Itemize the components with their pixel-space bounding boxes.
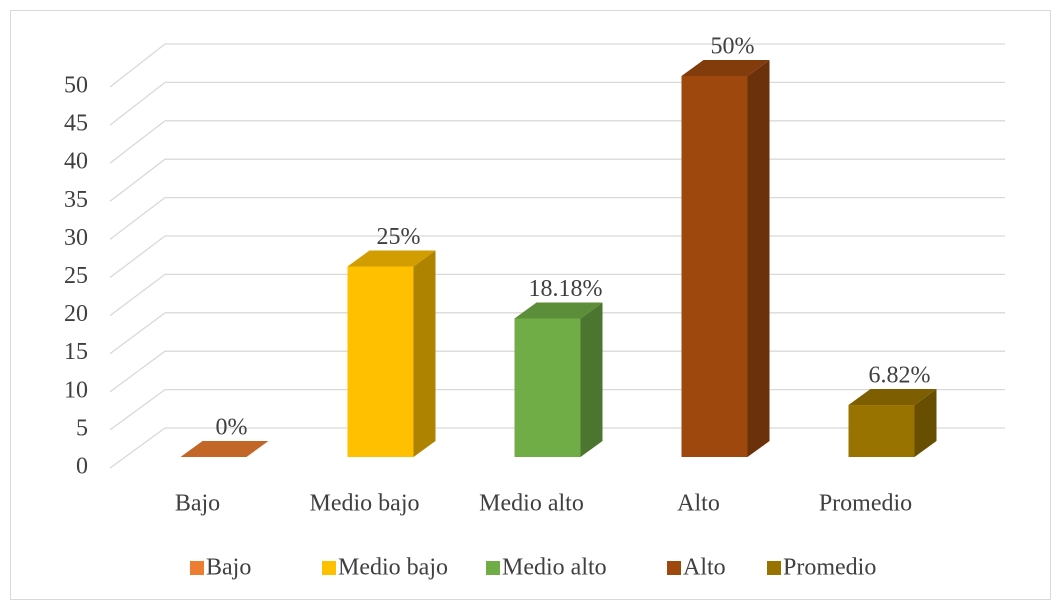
legend-swatch	[767, 561, 781, 575]
value-label: 50%	[711, 34, 755, 60]
bar-top	[180, 441, 269, 457]
x-tick-label: Alto	[677, 491, 720, 517]
x-tick-label: Medio alto	[479, 491, 584, 517]
y-tick-label: 15	[64, 339, 88, 365]
y-tick-label: 30	[64, 225, 88, 251]
chart-border	[10, 10, 1051, 600]
y-tick-label: 5	[76, 415, 88, 441]
bar	[514, 318, 581, 457]
bar-side	[413, 250, 436, 457]
legend-label: Promedio	[783, 555, 876, 581]
bar-side	[747, 60, 770, 457]
bar-top	[514, 302, 603, 319]
y-tick-label: 40	[64, 149, 88, 175]
grid-line-side	[109, 427, 166, 469]
y-tick-label: 0	[76, 454, 88, 480]
bar	[848, 405, 915, 457]
legend-swatch	[190, 561, 204, 575]
grid-line-side	[109, 120, 166, 164]
bar-top	[347, 250, 436, 267]
grid-line-side	[109, 273, 166, 317]
legend-swatch	[486, 561, 500, 575]
y-tick-label: 45	[64, 111, 88, 137]
bar-side	[914, 389, 937, 457]
x-tick-label: Promedio	[819, 491, 912, 517]
bar	[347, 266, 414, 457]
y-tick-label: 10	[64, 377, 88, 403]
y-tick-label: 50	[64, 73, 88, 99]
legend-swatch	[322, 561, 336, 575]
grid-line-side	[109, 350, 166, 393]
grid-line-side	[109, 235, 166, 279]
bar-top	[848, 389, 937, 406]
value-label: 25%	[377, 224, 421, 250]
value-label: 6.82%	[869, 363, 931, 389]
x-tick-label: Medio bajo	[310, 491, 420, 517]
bar-side	[580, 302, 603, 457]
value-label: 0%	[216, 415, 248, 441]
legend-label: Medio alto	[502, 555, 607, 581]
legend-swatch	[667, 561, 681, 575]
value-label: 18.18%	[529, 276, 603, 302]
y-tick-label: 35	[64, 187, 88, 213]
legend-label: Bajo	[206, 555, 251, 581]
grid-line-side	[109, 389, 166, 431]
grid-line-side	[109, 312, 166, 355]
grid-line-side	[109, 158, 166, 202]
y-tick-label: 25	[64, 263, 88, 289]
bar	[681, 76, 748, 457]
y-tick-label: 20	[64, 301, 88, 327]
grid-line-side	[109, 197, 166, 240]
grid-line-side	[109, 81, 166, 126]
legend-label: Medio bajo	[338, 555, 448, 581]
bar-top	[681, 60, 770, 76]
grid-line-side	[109, 43, 166, 88]
legend-label: Alto	[683, 555, 726, 581]
x-tick-label: Bajo	[175, 491, 220, 517]
